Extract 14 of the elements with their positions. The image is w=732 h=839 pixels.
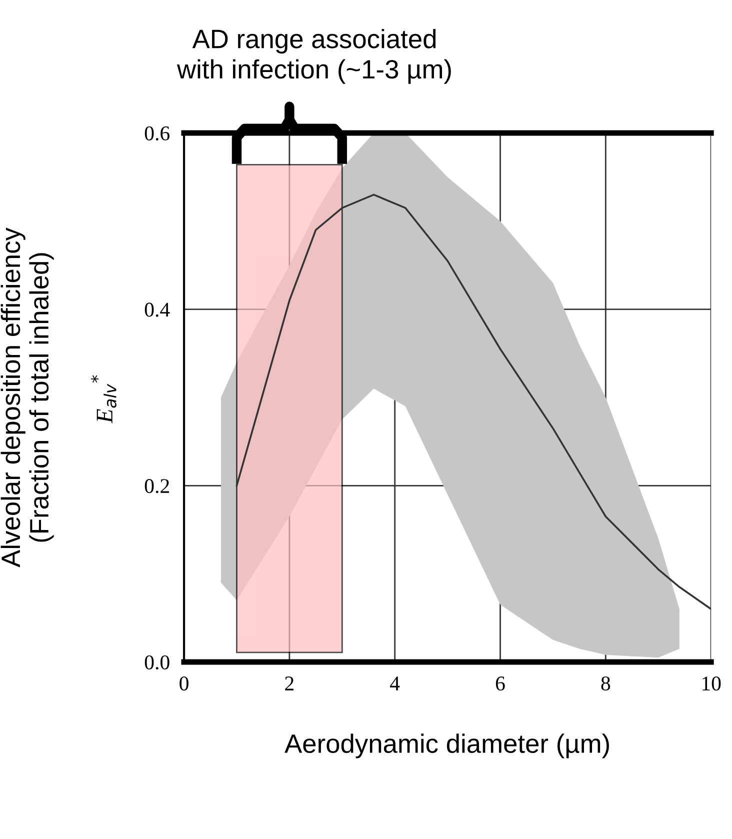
y-tick-label: 0.4 <box>144 302 170 317</box>
x-tick-label: 2 <box>285 676 294 690</box>
x-axis-title: Aerodynamic diameter (µm) <box>284 734 609 758</box>
text: E$_{alv}$$^{*}$ <box>91 375 116 424</box>
y-tick-label: 0.0 <box>144 655 170 670</box>
x-tick-label: 6 <box>496 676 505 691</box>
text: AD range associated with infection (~1-3 µm) <box>176 28 451 84</box>
y-axis-title: Alveolar deposition efficiency (Fraction of total inhaled) <box>0 228 54 568</box>
x-tick-label: 0 <box>180 676 188 691</box>
x-tick-label: 8 <box>601 676 610 691</box>
x-tick-label: 10 <box>702 676 721 691</box>
y-tick-label: 0.6 <box>144 126 170 141</box>
x-tick-label: 4 <box>390 676 400 690</box>
y-tick-label: 0.2 <box>144 479 169 494</box>
